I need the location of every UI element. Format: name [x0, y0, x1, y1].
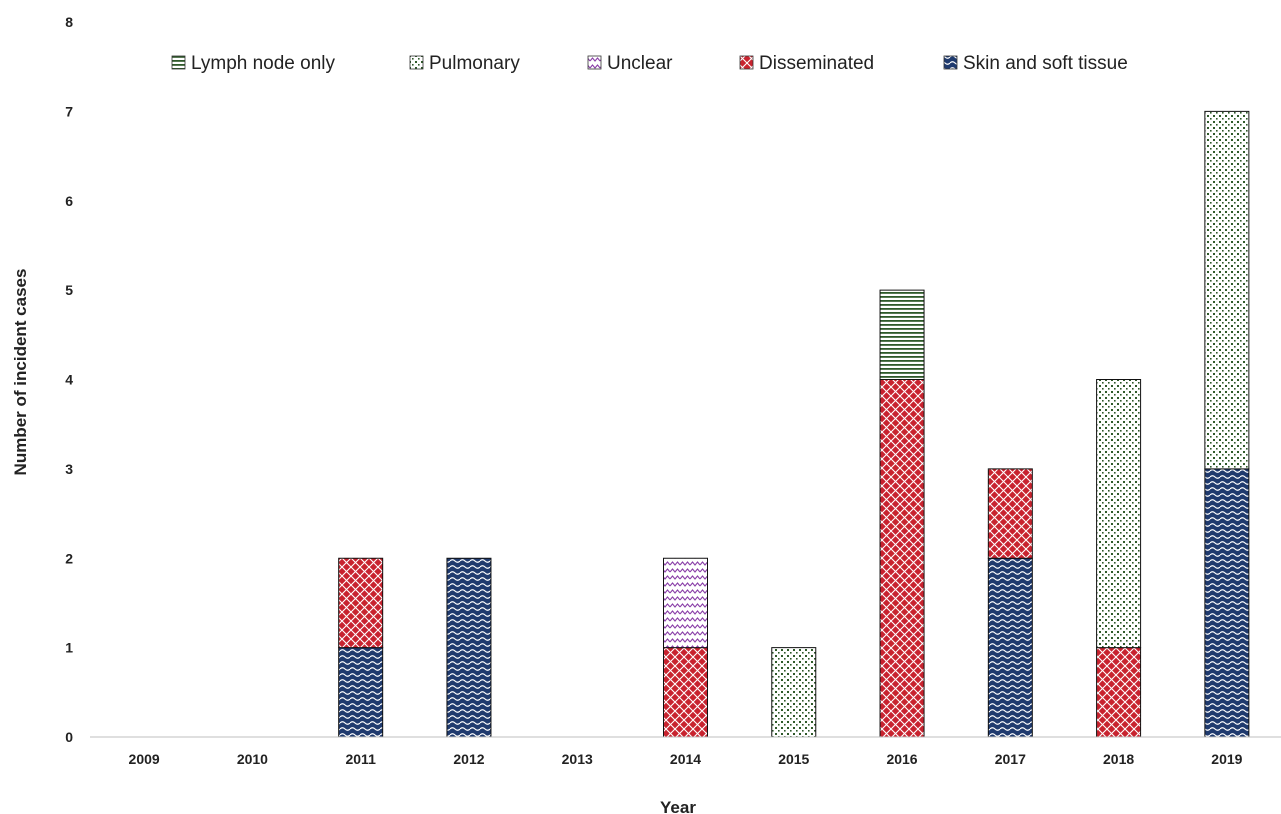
- y-tick-label: 5: [65, 282, 73, 298]
- x-tick-label: 2018: [1103, 751, 1134, 767]
- y-tick-label: 8: [65, 14, 73, 30]
- y-tick-label: 2: [65, 550, 73, 566]
- y-tick-label: 6: [65, 193, 73, 209]
- y-tick-label: 0: [65, 729, 73, 745]
- x-tick-label: 2017: [995, 751, 1026, 767]
- x-tick-label: 2014: [670, 751, 701, 767]
- x-tick-label: 2010: [237, 751, 268, 767]
- bar-disseminated-2017: [987, 468, 1033, 559]
- legend-label-disseminated: Disseminated: [759, 53, 874, 74]
- y-axis-ticks: 0 1 2 3 4 5 6 7 8: [65, 14, 73, 745]
- legend-swatch-unclear: [587, 55, 602, 70]
- legend-swatch-lymph-node-only: [171, 55, 186, 70]
- legend: Lymph node only Pulmonary Unclear Dissemina…: [171, 53, 1128, 74]
- bar-skin-and-soft-tissue-2011: [338, 647, 384, 738]
- bar-disseminated-2011: [338, 557, 384, 649]
- bar-pulmonary-2019: [1204, 110, 1250, 470]
- legend-label-skin-and-soft-tissue: Skin and soft tissue: [963, 53, 1128, 74]
- x-axis-title: Year: [660, 798, 696, 814]
- bar-lymph-node-only-2016: [879, 289, 925, 380]
- y-axis-title: Number of incident cases: [11, 269, 30, 476]
- legend-label-lymph-node-only: Lymph node only: [191, 53, 336, 74]
- bar-disseminated-2016: [879, 379, 925, 738]
- bar-pulmonary-2018: [1096, 379, 1142, 649]
- x-tick-label: 2013: [562, 751, 593, 767]
- legend-swatch-pulmonary: [409, 55, 424, 70]
- legend-label-unclear: Unclear: [607, 53, 673, 74]
- legend-swatch-disseminated: [739, 55, 754, 70]
- bar-unclear-2014: [663, 557, 708, 649]
- legend-label-pulmonary: Pulmonary: [429, 53, 520, 74]
- x-tick-label: 2016: [886, 751, 917, 767]
- y-tick-label: 4: [65, 372, 73, 388]
- bar-disseminated-2018: [1096, 647, 1142, 738]
- bar-skin-and-soft-tissue-2017: [987, 557, 1033, 738]
- x-tick-label: 2011: [345, 751, 376, 767]
- x-tick-label: 2015: [778, 751, 809, 767]
- bar-pulmonary-2015: [771, 647, 817, 738]
- y-tick-label: 3: [65, 461, 73, 477]
- bars: [338, 110, 1250, 738]
- x-tick-label: 2019: [1211, 751, 1242, 767]
- bar-disseminated-2014: [663, 647, 708, 738]
- bar-skin-and-soft-tissue-2012: [446, 557, 492, 738]
- y-tick-label: 1: [65, 640, 73, 656]
- bar-skin-and-soft-tissue-2019: [1204, 468, 1250, 738]
- x-axis-ticks: 2009 2010 2011 2012 2013 2014 2015 2016 2017 2018…: [129, 751, 1243, 767]
- x-tick-label: 2009: [129, 751, 160, 767]
- x-tick-label: 2012: [453, 751, 484, 767]
- y-tick-label: 7: [65, 103, 73, 119]
- legend-swatch-skin-and-soft-tissue: [943, 55, 958, 70]
